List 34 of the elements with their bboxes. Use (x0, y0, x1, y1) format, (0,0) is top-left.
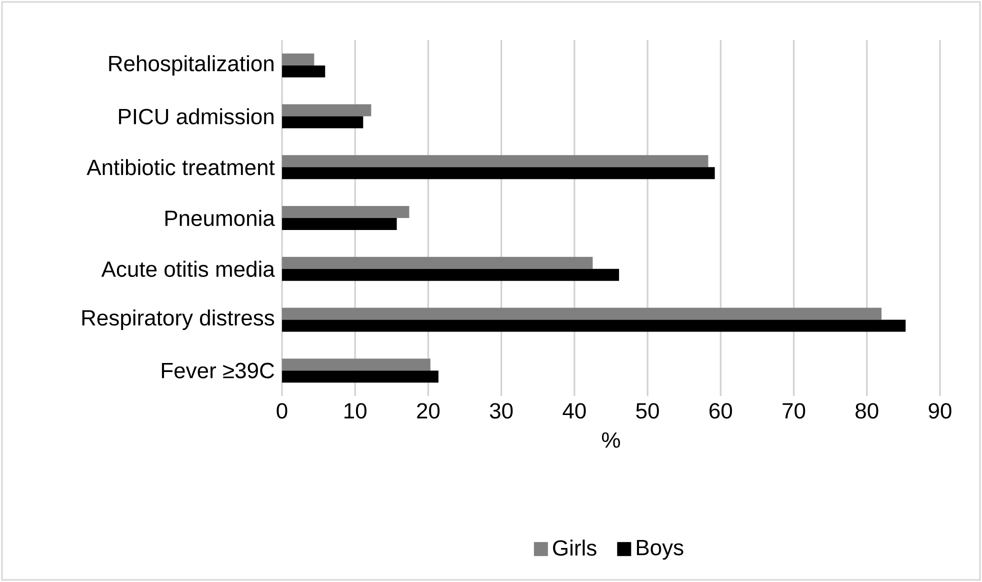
bar (282, 206, 410, 218)
y-tick-label: Antibiotic treatment (86, 159, 275, 176)
x-tick-label: 70 (782, 403, 806, 419)
legend-label: Girls (553, 540, 596, 556)
legend-label: Boys (636, 540, 684, 560)
bar (282, 104, 372, 116)
bar (282, 53, 314, 66)
bar (282, 308, 882, 320)
x-axis-title: % (602, 432, 620, 448)
x-tick-label: 80 (856, 403, 878, 419)
bar (282, 155, 708, 168)
x-tick-label: 30 (490, 403, 513, 419)
x-tick-label: 60 (710, 403, 732, 419)
y-tick-label: Rehospitalization (109, 55, 274, 76)
bar (282, 116, 364, 128)
x-tick-label: 50 (636, 403, 659, 419)
y-tick-label: Respiratory distress (82, 309, 274, 330)
bar (282, 218, 397, 230)
y-tick-label: Pneumonia (165, 210, 275, 226)
x-tick-label: 20 (417, 403, 440, 419)
y-tick-label: Acute otitis media (101, 260, 275, 277)
bar (282, 358, 430, 371)
bar (282, 167, 715, 180)
bar (282, 65, 326, 78)
y-tick-label: PICU admission (119, 108, 274, 124)
bar (282, 320, 906, 332)
x-tick-label: 10 (344, 403, 366, 419)
bar (282, 268, 620, 281)
y-tick-label: Fever ≥39C (162, 362, 274, 378)
bar (282, 256, 593, 269)
x-tick-label: 90 (928, 403, 952, 419)
bar (282, 370, 438, 383)
x-tick-label: 0 (276, 403, 288, 419)
x-tick-label: 40 (562, 403, 586, 419)
